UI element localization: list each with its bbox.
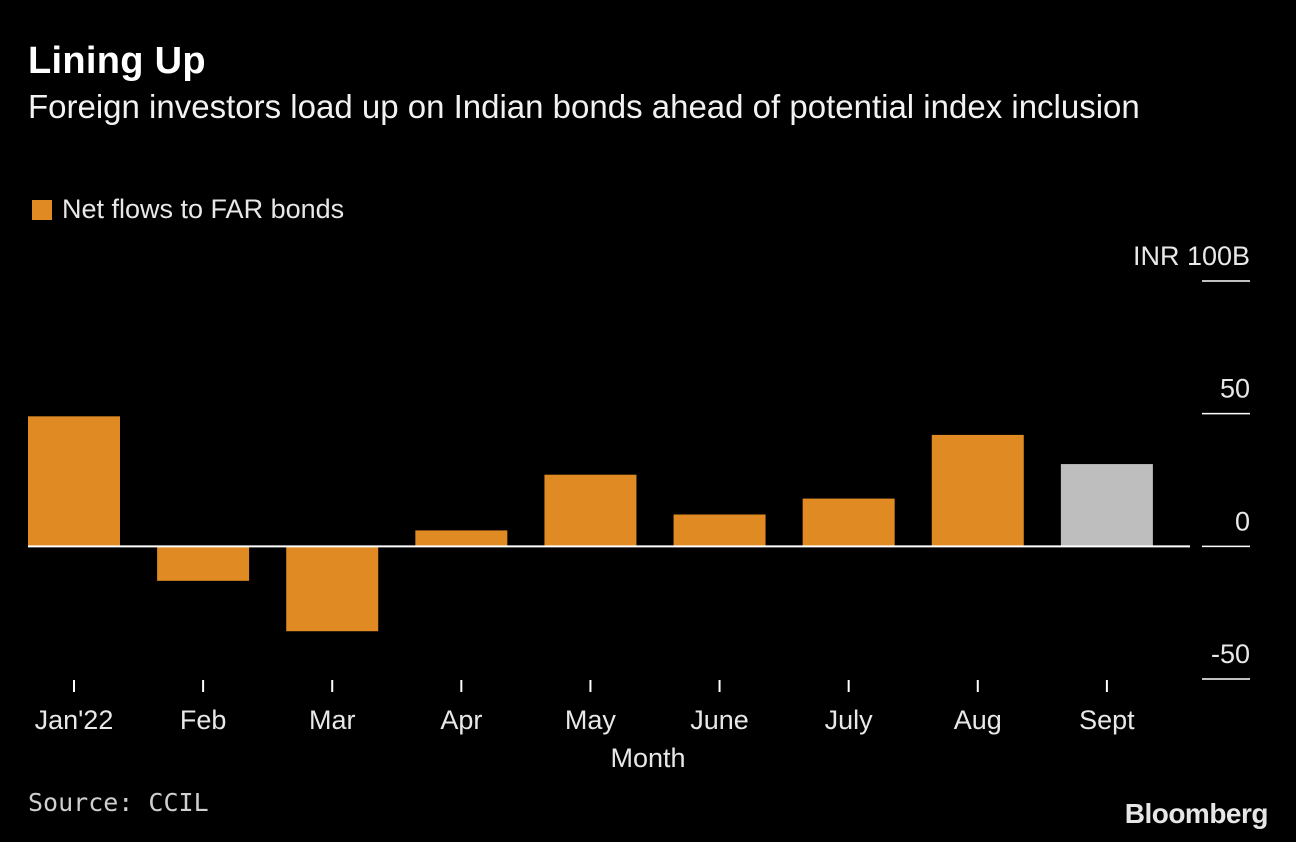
x-tick-label: Feb (180, 705, 227, 735)
bar-jan22 (28, 416, 120, 547)
bar-may (544, 474, 637, 547)
bar-july (802, 498, 895, 547)
bar-sept (1060, 464, 1153, 547)
y-tick-label: -50 (1211, 639, 1250, 669)
bar-aug (931, 434, 1024, 547)
source-note: Source: CCIL (28, 788, 209, 817)
x-tick-label: July (825, 705, 874, 735)
bloomberg-logo: Bloomberg (1124, 798, 1269, 829)
x-tick-label: Apr (440, 705, 482, 735)
x-axis-label: Month (610, 743, 685, 773)
y-tick-label: 0 (1235, 506, 1250, 536)
x-tick-label: Sept (1079, 705, 1135, 735)
legend-label: Net flows to FAR bonds (62, 194, 345, 224)
legend: Net flows to FAR bonds (32, 194, 344, 225)
bar-feb (157, 546, 250, 581)
x-tick-label: Aug (954, 705, 1002, 735)
bar-mar (286, 546, 379, 632)
y-tick-label: 50 (1220, 374, 1250, 404)
x-tick-label: June (690, 705, 749, 735)
bar-june (673, 514, 766, 547)
legend-swatch (32, 199, 52, 220)
x-tick-label: May (565, 705, 617, 735)
chart-subtitle: Foreign investors load up on Indian bond… (28, 88, 1140, 125)
y-tick-label: INR 100B (1133, 241, 1250, 271)
chart-title: Lining Up (28, 40, 206, 82)
x-tick-label: Mar (309, 705, 356, 735)
bar-apr (415, 530, 508, 547)
x-tick-label: Jan'22 (35, 705, 114, 735)
